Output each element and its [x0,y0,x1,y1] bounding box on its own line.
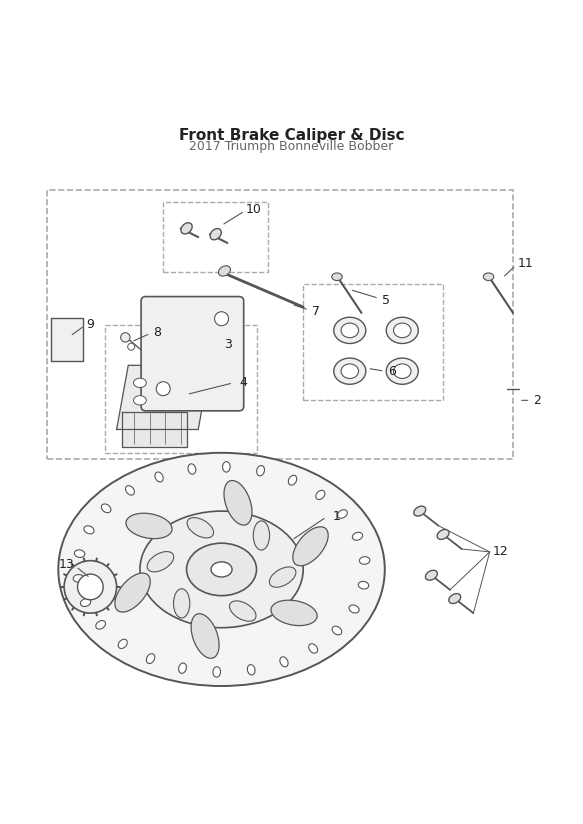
Ellipse shape [257,466,265,475]
Ellipse shape [483,273,494,280]
Text: 12: 12 [493,545,508,559]
Ellipse shape [247,665,255,675]
Ellipse shape [359,557,370,564]
Ellipse shape [253,521,269,550]
Ellipse shape [115,573,150,612]
Ellipse shape [394,323,411,338]
Ellipse shape [96,620,106,629]
Ellipse shape [280,657,288,667]
Text: 6: 6 [388,365,396,377]
Ellipse shape [84,526,94,534]
Text: 13: 13 [58,558,74,571]
Ellipse shape [341,364,359,378]
Ellipse shape [341,323,359,338]
Ellipse shape [437,530,449,540]
Ellipse shape [73,574,84,582]
Ellipse shape [394,364,411,378]
Ellipse shape [219,266,230,276]
Circle shape [64,560,117,613]
Ellipse shape [58,453,385,686]
Ellipse shape [118,639,127,648]
Ellipse shape [174,589,190,618]
Text: 5: 5 [382,293,390,307]
FancyBboxPatch shape [141,297,244,411]
FancyBboxPatch shape [51,317,83,361]
Bar [105,325,257,453]
Ellipse shape [191,614,219,658]
Text: 2: 2 [533,394,542,407]
Circle shape [121,333,130,342]
Circle shape [78,574,103,600]
Ellipse shape [271,600,317,625]
Ellipse shape [386,317,419,344]
Ellipse shape [75,550,85,558]
Circle shape [215,311,229,325]
Ellipse shape [414,506,426,516]
Text: 1: 1 [332,510,340,523]
Ellipse shape [333,317,366,344]
Ellipse shape [80,598,91,606]
Ellipse shape [134,378,146,387]
Ellipse shape [134,396,146,405]
Ellipse shape [140,511,303,628]
Ellipse shape [359,582,368,589]
Bar [303,283,443,400]
Ellipse shape [211,562,232,577]
Ellipse shape [230,601,256,621]
Ellipse shape [126,513,172,539]
Ellipse shape [187,543,257,596]
Polygon shape [117,365,210,429]
Ellipse shape [386,358,419,384]
Ellipse shape [352,532,363,541]
Bar [47,190,513,459]
Ellipse shape [332,273,342,280]
Ellipse shape [188,464,196,474]
Ellipse shape [289,475,297,485]
Ellipse shape [333,358,366,384]
Ellipse shape [187,517,213,538]
Ellipse shape [449,593,461,603]
Ellipse shape [269,567,296,588]
Circle shape [128,344,135,350]
Text: 10: 10 [246,204,262,216]
Ellipse shape [181,222,192,234]
Ellipse shape [213,667,220,677]
Text: 9: 9 [86,318,94,331]
Text: 3: 3 [224,339,233,352]
Polygon shape [122,412,187,447]
Ellipse shape [210,228,222,240]
Ellipse shape [223,461,230,472]
Text: 8: 8 [153,325,161,339]
Ellipse shape [349,605,359,613]
Ellipse shape [308,644,318,653]
Text: 11: 11 [518,257,533,270]
Ellipse shape [178,663,187,673]
Ellipse shape [125,485,135,495]
Text: 4: 4 [239,377,247,390]
Ellipse shape [155,472,163,482]
Ellipse shape [293,527,328,566]
Ellipse shape [426,570,437,580]
Ellipse shape [316,490,325,499]
Text: 2017 Triumph Bonneville Bobber: 2017 Triumph Bonneville Bobber [189,140,394,153]
Circle shape [156,382,170,396]
Text: 7: 7 [312,305,320,318]
Ellipse shape [146,653,154,663]
Bar [163,202,268,272]
Ellipse shape [338,510,347,518]
Ellipse shape [332,626,342,634]
Ellipse shape [101,504,111,513]
Ellipse shape [224,480,252,525]
Text: Front Brake Caliper & Disc: Front Brake Caliper & Disc [178,128,405,143]
Ellipse shape [147,551,174,572]
